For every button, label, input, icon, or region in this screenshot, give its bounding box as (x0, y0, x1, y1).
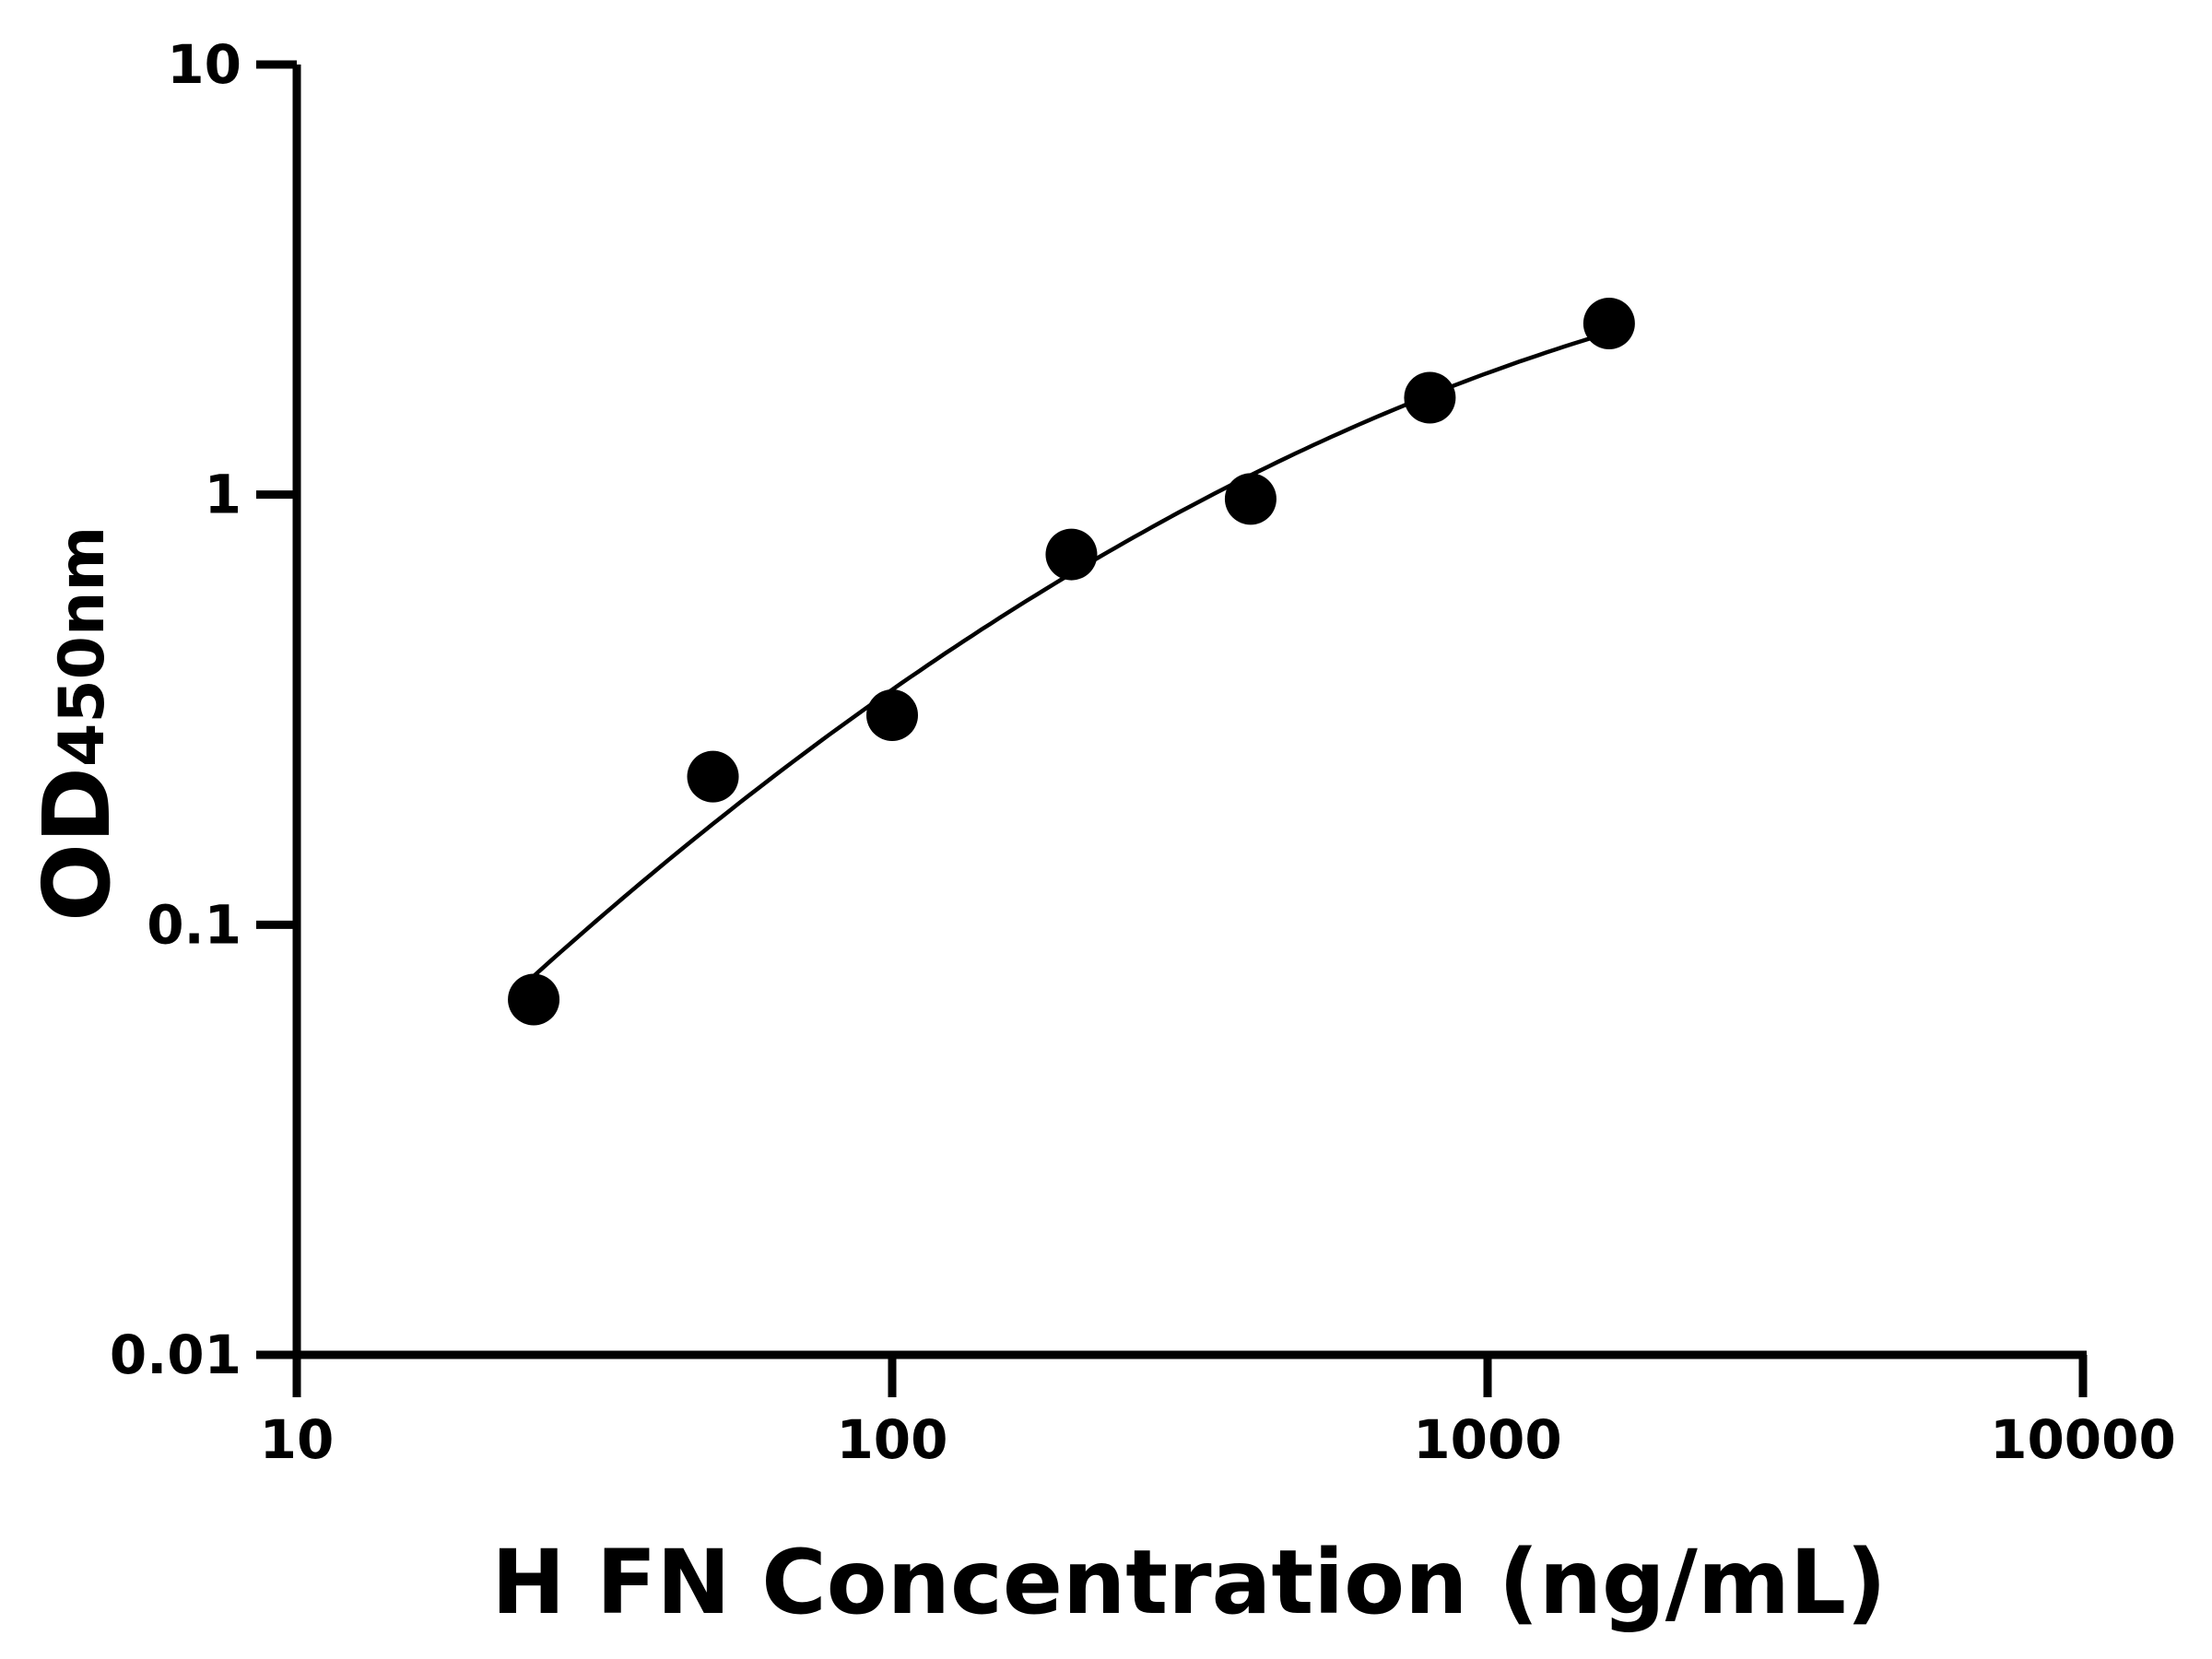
data-point (1224, 473, 1277, 525)
data-points (508, 297, 1635, 1026)
x-tick-label: 10000 (1990, 1408, 2176, 1471)
data-point (508, 973, 560, 1026)
x-tick-label: 10 (260, 1408, 335, 1471)
data-point (1404, 371, 1456, 424)
ticks: 10 100 1000 10000 0.01 0.1 1 10 (110, 33, 2176, 1471)
data-point (1583, 297, 1635, 349)
y-tick-label: 0.1 (147, 893, 241, 956)
fit-curve (532, 330, 1610, 978)
y-tick-label: 10 (167, 33, 241, 96)
axes (292, 65, 2087, 1359)
x-tick-label: 100 (836, 1408, 947, 1471)
x-axis-title: H FN Concentration (ng/mL) (491, 1531, 1887, 1634)
data-point (1045, 528, 1098, 581)
data-point (687, 750, 739, 803)
y-axis-title: OD450nm (23, 526, 131, 922)
x-tick-label: 1000 (1413, 1408, 1561, 1471)
y-axis-title-group: OD450nm (23, 526, 131, 922)
y-tick-label: 1 (205, 464, 241, 526)
data-point (866, 689, 918, 742)
y-tick-label: 0.01 (110, 1324, 241, 1386)
